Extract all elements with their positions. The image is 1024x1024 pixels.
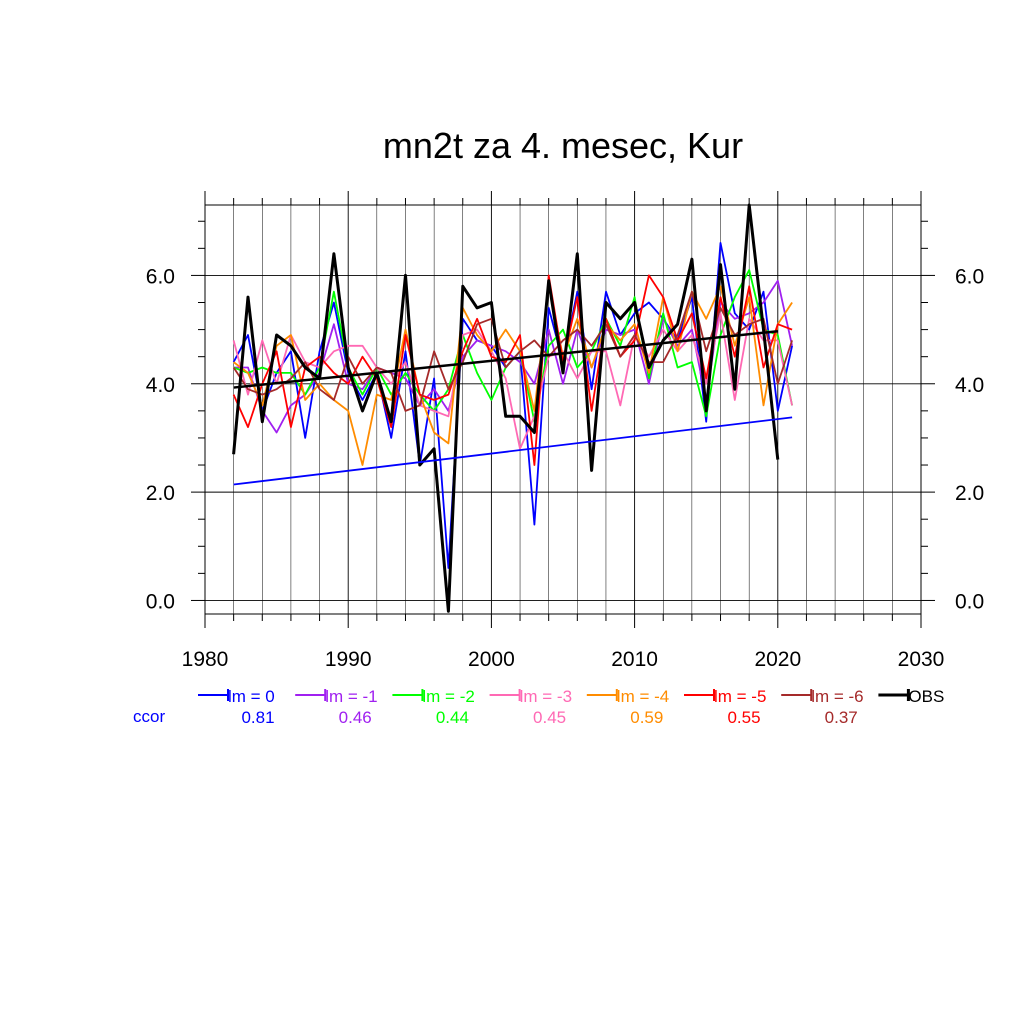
x-tick-label: 1990 [325, 648, 372, 671]
series-line [232, 203, 780, 613]
axis-ticks [191, 191, 935, 628]
y-tick-label-right: 4.0 [955, 374, 984, 397]
y-tick-label-right: 2.0 [955, 482, 984, 505]
y-tick-label-right: 0.0 [955, 590, 984, 613]
x-tick-label: 2030 [898, 648, 945, 671]
legend-ccor-value: 0.81 [241, 708, 274, 727]
tick-labels: 1980 1990 2000 2010 2020 2030 0.0 0.0 2.0 2.0 4.0 4… [146, 265, 984, 671]
legend-ccor-value: 0.37 [825, 708, 858, 727]
legend-label: OBS [908, 687, 944, 706]
y-tick-label-right: 6.0 [955, 265, 984, 288]
y-tick-label: 4.0 [146, 374, 175, 397]
y-tick-label: 2.0 [146, 482, 175, 505]
legend-ccor-value: 0.59 [630, 708, 663, 727]
legend: ccor lm = 0 0.81 lm = -1 0.46 lm = -2 0.44 lm =… [133, 687, 944, 727]
legend-label: lm = -5 [714, 687, 766, 706]
legend-ccor-value: 0.55 [727, 708, 760, 727]
x-tick-label: 2010 [611, 648, 658, 671]
ccor-label: ccor [133, 707, 165, 726]
grid [205, 205, 921, 614]
legend-label: lm = -2 [422, 687, 474, 706]
x-tick-label: 1980 [182, 648, 229, 671]
plot-frame [204, 204, 922, 615]
legend-ccor-value: 0.44 [436, 708, 469, 727]
series-line [233, 285, 793, 466]
x-tick-label: 2000 [468, 648, 515, 671]
legend-label: lm = -1 [325, 687, 377, 706]
y-tick-label: 0.0 [146, 590, 175, 613]
legend-label: lm = -4 [617, 687, 669, 706]
legend-ccor-value: 0.45 [533, 708, 566, 727]
legend-label: lm = -3 [520, 687, 572, 706]
series-line [232, 312, 793, 450]
chart-title: mn2t za 4. mesec, Kur [383, 125, 743, 166]
trend-line [233, 329, 778, 389]
legend-label: lm = 0 [228, 687, 275, 706]
legend-label: lm = -6 [811, 687, 863, 706]
trend-line [233, 416, 793, 486]
plot-area [232, 203, 793, 613]
x-tick-label: 2020 [754, 648, 801, 671]
y-tick-label: 6.0 [146, 265, 175, 288]
series-line [233, 279, 793, 434]
legend-ccor-value: 0.46 [339, 708, 372, 727]
